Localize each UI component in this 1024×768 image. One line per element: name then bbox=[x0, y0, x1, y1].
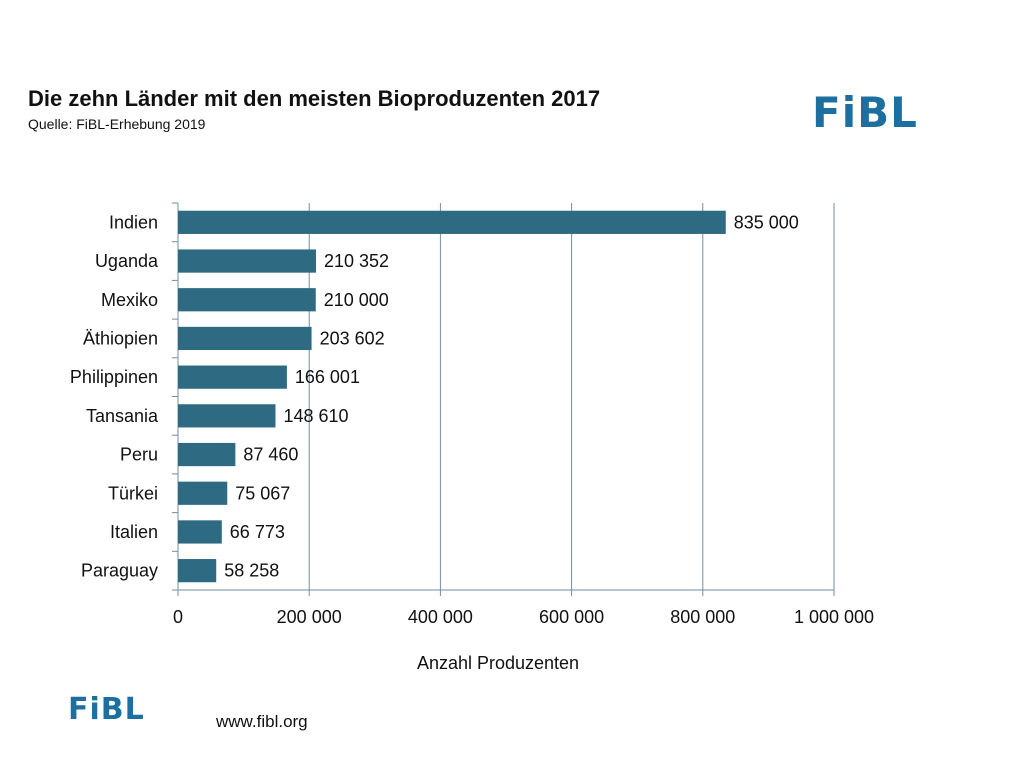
fibl-logo-bottom: FiBL bbox=[68, 692, 145, 727]
bar-0 bbox=[178, 210, 726, 234]
category-label-3: Äthiopien bbox=[83, 328, 158, 348]
bar-9 bbox=[178, 559, 217, 583]
value-label-5: 148 610 bbox=[283, 406, 348, 426]
bar-2 bbox=[178, 288, 316, 312]
category-label-5: Tansania bbox=[86, 406, 159, 426]
fibl-logo-top: FiBL bbox=[812, 88, 918, 137]
category-label-8: Italien bbox=[110, 522, 158, 542]
category-label-6: Peru bbox=[120, 445, 158, 465]
value-label-8: 66 773 bbox=[230, 522, 285, 542]
chart-subtitle: Quelle: FiBL-Erhebung 2019 bbox=[28, 116, 206, 132]
bar-1 bbox=[178, 249, 316, 273]
value-label-1: 210 352 bbox=[324, 251, 389, 271]
value-label-2: 210 000 bbox=[324, 290, 389, 310]
website-link[interactable]: www.fibl.org bbox=[216, 712, 308, 731]
bar-4 bbox=[178, 365, 287, 389]
category-label-0: Indien bbox=[109, 212, 158, 232]
bar-8 bbox=[178, 520, 222, 544]
bar-chart: 0 200 000 400 000 600 000 800 000 1 000 000 In… bbox=[70, 202, 874, 673]
category-label-9: Paraguay bbox=[81, 561, 158, 581]
bar-3 bbox=[178, 326, 312, 351]
value-label-9: 58 258 bbox=[224, 561, 279, 581]
value-label-4: 166 001 bbox=[295, 367, 360, 387]
x-tick-label-2: 400 000 bbox=[408, 607, 473, 627]
value-label-0: 835 000 bbox=[734, 212, 799, 232]
x-axis-title: Anzahl Produzenten bbox=[417, 653, 579, 673]
category-label-7: Türkei bbox=[108, 483, 158, 503]
x-tick-label-0: 0 bbox=[173, 607, 183, 627]
value-label-3: 203 602 bbox=[320, 328, 385, 348]
bar-5 bbox=[178, 404, 276, 428]
value-label-6: 87 460 bbox=[243, 445, 298, 465]
value-label-7: 75 067 bbox=[235, 483, 290, 503]
bar-6 bbox=[178, 442, 236, 467]
bar-7 bbox=[178, 481, 228, 505]
chart-title: Die zehn Länder mit den meisten Bioprodu… bbox=[28, 86, 601, 111]
category-label-1: Uganda bbox=[95, 251, 159, 271]
x-tick-label-5: 1 000 000 bbox=[794, 607, 874, 627]
category-label-2: Mexiko bbox=[101, 290, 158, 310]
x-tick-label-4: 800 000 bbox=[670, 607, 735, 627]
x-tick-label-3: 600 000 bbox=[539, 607, 604, 627]
x-tick-label-1: 200 000 bbox=[277, 607, 342, 627]
category-label-4: Philippinen bbox=[70, 367, 158, 387]
